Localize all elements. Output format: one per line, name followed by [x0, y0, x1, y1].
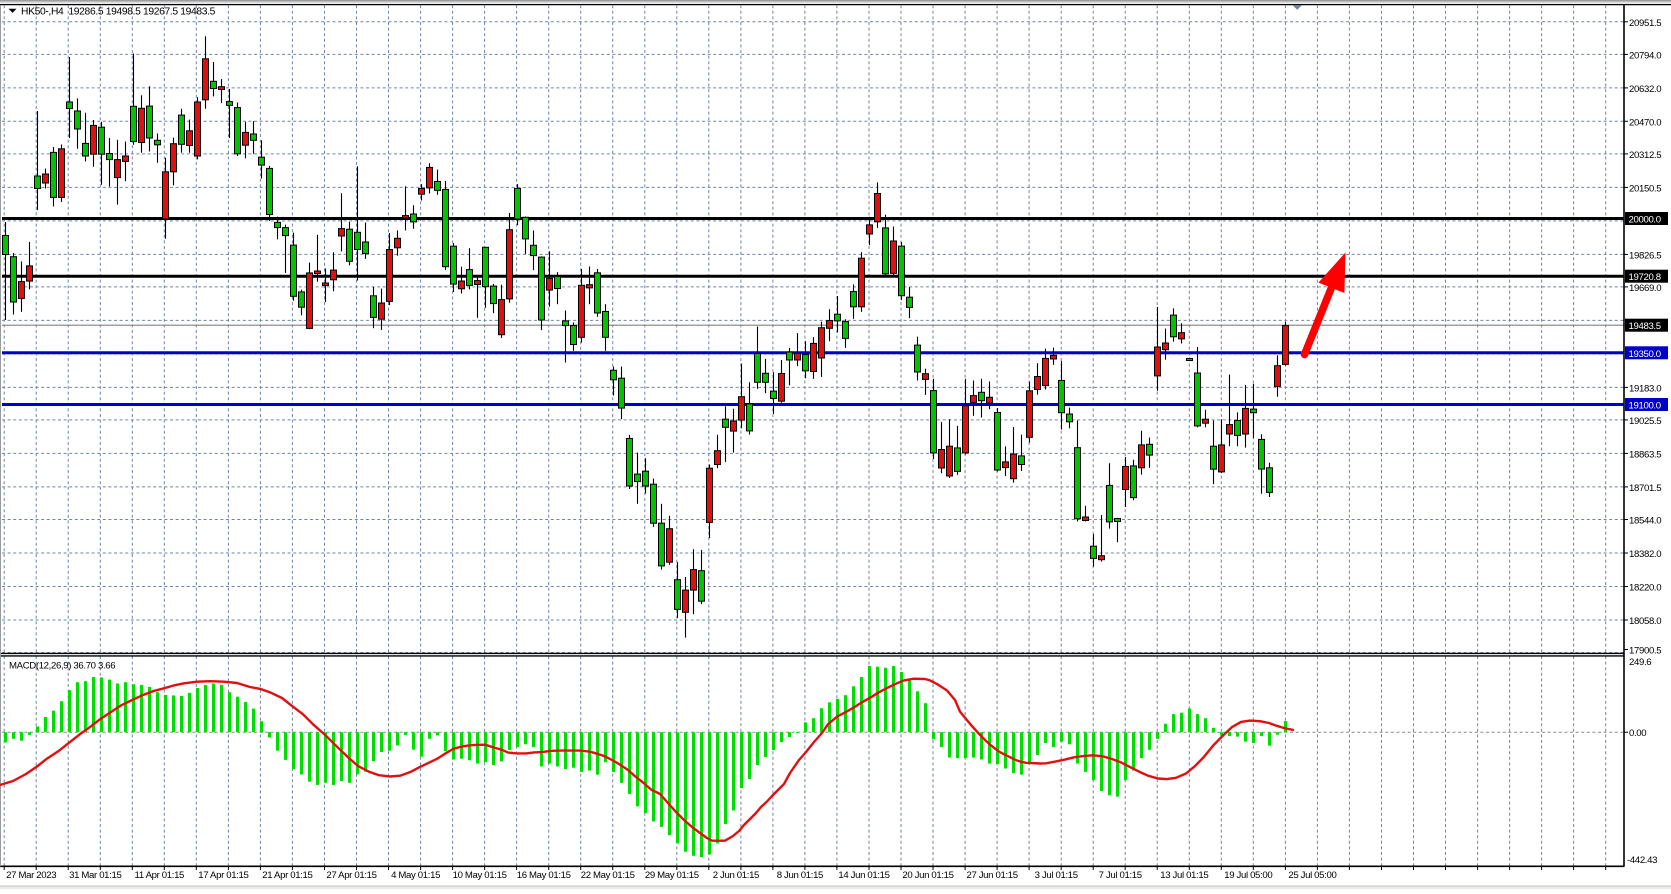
svg-text:8 Jun 01:15: 8 Jun 01:15	[777, 870, 823, 881]
svg-text:0.00: 0.00	[1629, 728, 1646, 739]
svg-text:7 Jul 01:15: 7 Jul 01:15	[1099, 870, 1142, 881]
svg-text:10 May 01:15: 10 May 01:15	[453, 870, 507, 881]
svg-text:HK50-,H4 19286.5 19498.5 1926: HK50-,H4 19286.5 19498.5 19267.5 19483.5	[21, 7, 216, 18]
svg-text:19350.0: 19350.0	[1629, 349, 1661, 360]
svg-text:25 Jul 05:00: 25 Jul 05:00	[1288, 870, 1336, 881]
svg-text:MACD(12,26,9) 36.70 3.66: MACD(12,26,9) 36.70 3.66	[9, 661, 115, 672]
svg-text:22 May 01:15: 22 May 01:15	[581, 870, 635, 881]
svg-text:27 Apr 01:15: 27 Apr 01:15	[326, 870, 376, 881]
svg-text:18863.5: 18863.5	[1629, 449, 1661, 460]
svg-text:18544.0: 18544.0	[1629, 516, 1661, 527]
svg-text:20794.0: 20794.0	[1629, 50, 1661, 61]
svg-text:20632.0: 20632.0	[1629, 84, 1661, 95]
svg-text:27 Jun 01:15: 27 Jun 01:15	[966, 870, 1017, 881]
svg-text:249.6: 249.6	[1629, 657, 1651, 668]
svg-text:19 Jul 05:00: 19 Jul 05:00	[1224, 870, 1272, 881]
svg-text:17 Apr 01:15: 17 Apr 01:15	[198, 870, 248, 881]
svg-text:19720.8: 19720.8	[1629, 272, 1661, 283]
svg-text:14 Jun 01:15: 14 Jun 01:15	[838, 870, 889, 881]
svg-text:27 Mar 2023: 27 Mar 2023	[6, 870, 56, 881]
svg-text:4 May 01:15: 4 May 01:15	[391, 870, 440, 881]
svg-text:20951.5: 20951.5	[1629, 18, 1661, 29]
svg-text:17900.5: 17900.5	[1629, 646, 1661, 657]
svg-text:19483.5: 19483.5	[1629, 321, 1661, 332]
svg-text:18701.5: 18701.5	[1629, 483, 1661, 494]
svg-text:20312.5: 20312.5	[1629, 150, 1661, 161]
svg-text:20 Jun 01:15: 20 Jun 01:15	[902, 870, 953, 881]
svg-text:18058.0: 18058.0	[1629, 616, 1661, 627]
svg-text:13 Jul 01:15: 13 Jul 01:15	[1160, 870, 1208, 881]
svg-text:16 May 01:15: 16 May 01:15	[517, 870, 571, 881]
svg-text:2 Jun 01:15: 2 Jun 01:15	[713, 870, 759, 881]
svg-text:21 Apr 01:15: 21 Apr 01:15	[262, 870, 312, 881]
svg-text:29 May 01:15: 29 May 01:15	[645, 870, 699, 881]
svg-text:19025.5: 19025.5	[1629, 416, 1661, 427]
svg-text:19100.0: 19100.0	[1629, 401, 1661, 412]
svg-text:18220.0: 18220.0	[1629, 583, 1661, 594]
svg-text:3 Jul 01:15: 3 Jul 01:15	[1035, 870, 1078, 881]
svg-text:11 Apr 01:15: 11 Apr 01:15	[135, 870, 185, 881]
svg-text:20150.5: 20150.5	[1629, 183, 1661, 194]
svg-text:20470.0: 20470.0	[1629, 117, 1661, 128]
svg-text:19826.5: 19826.5	[1629, 250, 1661, 261]
svg-text:20000.0: 20000.0	[1629, 215, 1661, 226]
svg-text:18382.0: 18382.0	[1629, 549, 1661, 560]
svg-text:-442.43: -442.43	[1627, 855, 1657, 866]
svg-text:19669.0: 19669.0	[1629, 283, 1661, 294]
svg-text:31 Mar 01:15: 31 Mar 01:15	[69, 870, 121, 881]
svg-text:19183.0: 19183.0	[1629, 383, 1661, 394]
